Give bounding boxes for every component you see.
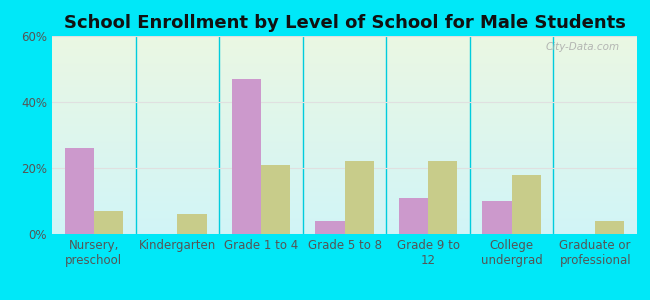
Bar <box>344 161 374 234</box>
Title: School Enrollment by Level of School for Male Students: School Enrollment by Level of School for… <box>64 14 625 32</box>
Bar <box>482 201 512 234</box>
Bar <box>177 214 207 234</box>
Bar <box>231 79 261 234</box>
Bar <box>94 211 123 234</box>
Bar <box>399 198 428 234</box>
Text: City-Data.com: City-Data.com <box>545 42 619 52</box>
Bar <box>512 175 541 234</box>
Bar <box>428 161 458 234</box>
Bar <box>595 221 625 234</box>
Legend: Walnut Grove, Alabama: Walnut Grove, Alabama <box>228 299 461 300</box>
Bar <box>261 165 290 234</box>
Bar <box>64 148 94 234</box>
Bar <box>315 221 344 234</box>
